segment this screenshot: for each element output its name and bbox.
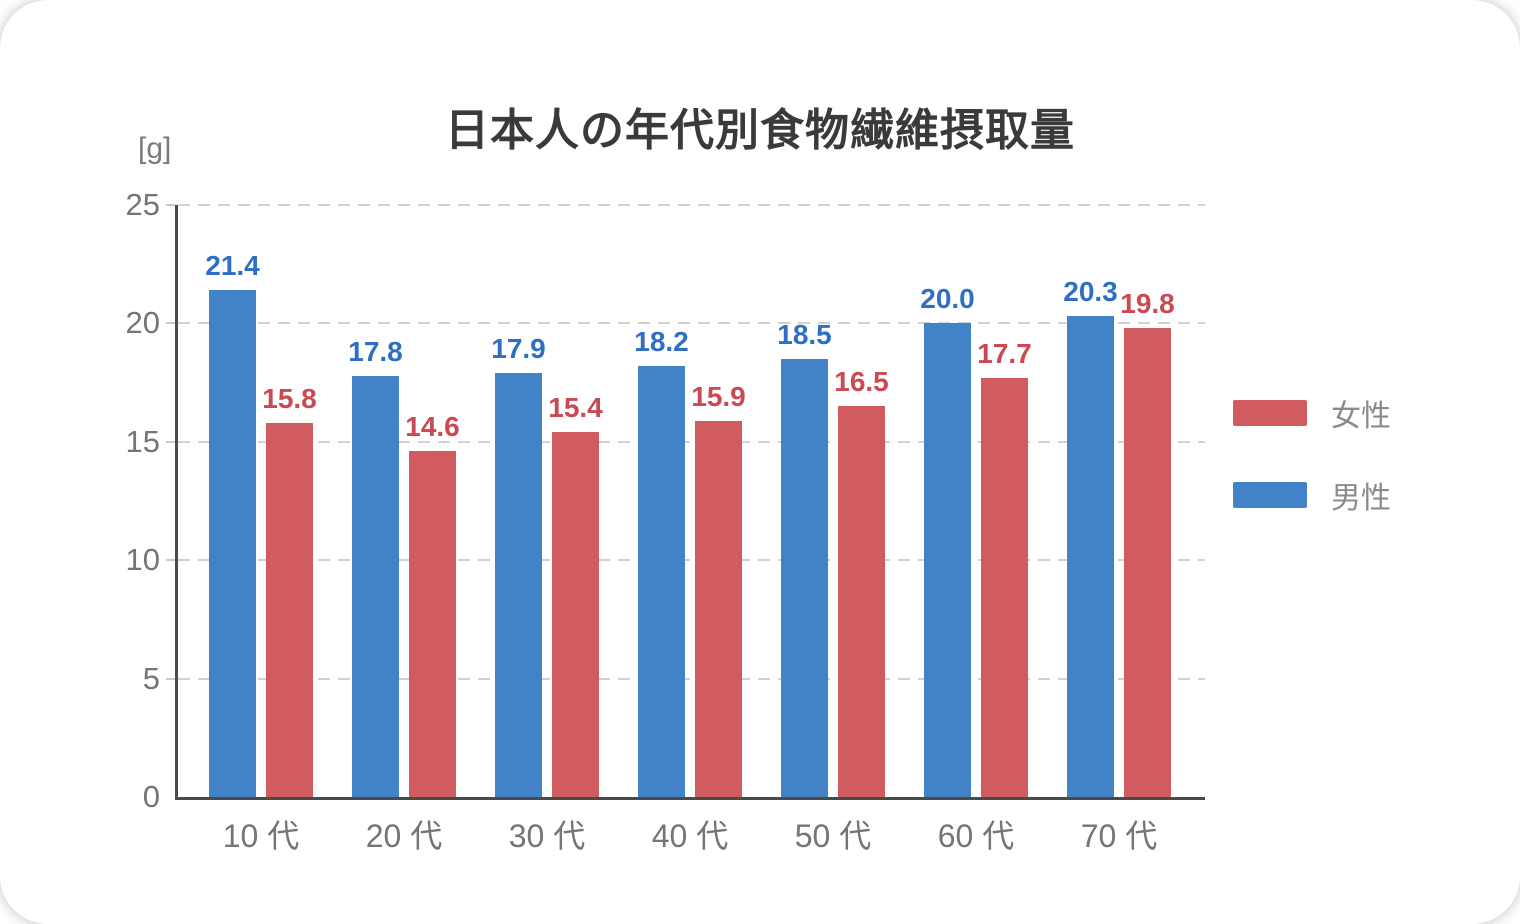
x-axis-line — [175, 797, 1205, 800]
bar-female — [409, 451, 456, 797]
bar-value-label-female: 17.7 — [977, 337, 1032, 369]
bar-value-label-female: 16.5 — [834, 366, 889, 398]
bar-male — [1067, 316, 1114, 797]
bar-value-label-male: 20.0 — [920, 283, 975, 315]
bar-male — [781, 358, 828, 797]
y-axis-tick-label: 5 — [142, 660, 160, 696]
legend-swatch-female — [1233, 400, 1307, 426]
y-axis-tick-label: 0 — [142, 779, 160, 814]
x-axis-label: 30 代 — [508, 818, 586, 854]
y-axis-tick — [166, 677, 175, 680]
bar-value-label-female: 15.8 — [262, 382, 317, 414]
plot-area: 0 5 10 15 20 25 21.4 15.8 10 代 17.8 14.6 20 代 17.9 15… — [126, 187, 1205, 854]
x-axis-label: 70 代 — [1080, 818, 1158, 854]
bar-female — [981, 377, 1028, 797]
bar-value-label-male: 17.8 — [348, 335, 403, 367]
bar-female — [838, 406, 885, 797]
bar-male — [924, 323, 971, 797]
bar-value-label-male: 17.9 — [491, 333, 546, 365]
gridline — [178, 204, 1205, 206]
bar-male — [638, 366, 685, 797]
y-axis-tick-label: 15 — [125, 423, 160, 459]
bar-value-label-female: 15.4 — [548, 392, 603, 424]
legend-label-male: 男性 — [1331, 482, 1391, 515]
x-axis-label: 10 代 — [222, 818, 300, 854]
bar-value-label-female: 14.6 — [405, 411, 460, 443]
y-axis-tick-label: 25 — [125, 187, 160, 222]
bar-female — [552, 432, 599, 797]
bar-value-label-male: 21.4 — [205, 250, 260, 282]
gridline — [178, 440, 1205, 443]
y-axis-tick — [166, 559, 175, 562]
bar-male — [495, 373, 542, 797]
y-axis-tick — [166, 204, 175, 206]
legend-item-female: 女性 — [1233, 391, 1391, 435]
x-axis-label: 60 代 — [937, 818, 1015, 854]
y-axis-tick-label: 10 — [125, 542, 160, 578]
gridline — [178, 677, 1205, 680]
y-axis-line — [175, 205, 178, 797]
bar-value-label-female: 19.8 — [1120, 288, 1175, 320]
legend: 女性 男性 — [1233, 391, 1391, 517]
y-axis-unit-label: [g] — [138, 132, 172, 165]
bar-value-label-male: 18.5 — [777, 318, 832, 350]
legend-item-male: 男性 — [1233, 473, 1391, 517]
bar-value-label-female: 15.9 — [691, 380, 746, 412]
x-axis-label: 20 代 — [365, 818, 443, 854]
y-axis-tick — [166, 322, 175, 325]
gridline — [178, 322, 1205, 325]
gridline — [178, 559, 1205, 562]
x-axis-label: 40 代 — [651, 818, 729, 854]
y-axis-tick-label: 20 — [125, 305, 160, 341]
bar-female — [695, 420, 742, 797]
x-axis-label: 50 代 — [794, 818, 872, 854]
bar-female — [1124, 328, 1171, 797]
bar-male — [209, 290, 256, 797]
legend-swatch-male — [1233, 482, 1307, 508]
bar-female — [266, 422, 313, 797]
y-axis-tick — [166, 440, 175, 443]
legend-label-female: 女性 — [1331, 400, 1391, 433]
chart-title: 日本人の年代別食物繊維摂取量 — [445, 106, 1075, 155]
bar-male — [352, 375, 399, 797]
bar-value-label-male: 20.3 — [1063, 276, 1118, 308]
bar-value-label-male: 18.2 — [634, 326, 689, 358]
